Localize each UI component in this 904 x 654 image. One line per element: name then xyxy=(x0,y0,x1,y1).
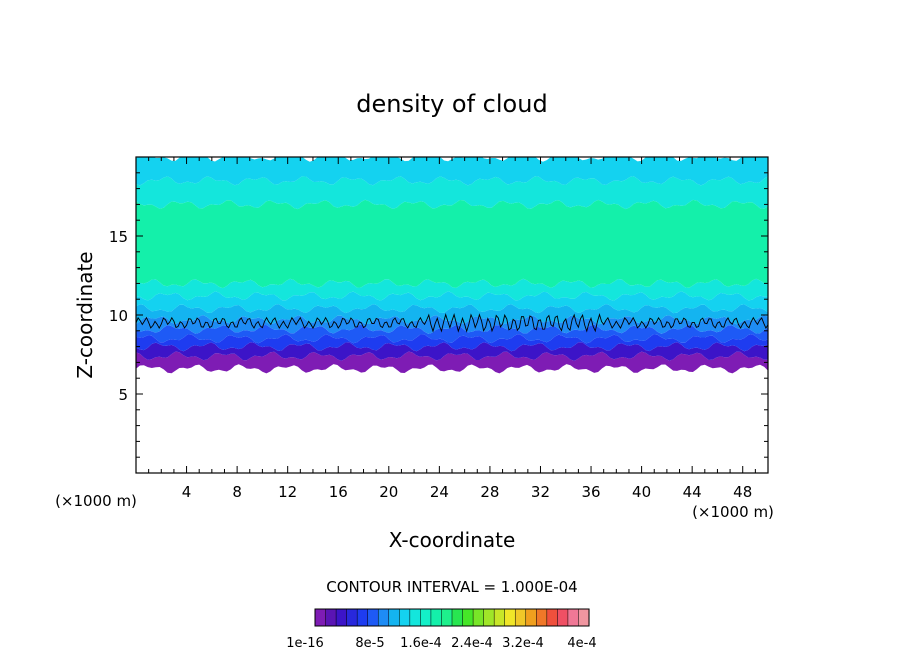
colorbar-swatch xyxy=(504,608,516,627)
x-axis: 4 8 12 16 20 24 28 32 36 40 44 48 xyxy=(148,157,756,501)
colorbar-swatch xyxy=(483,608,495,627)
colorbar-swatch xyxy=(567,608,580,627)
x-axis-title: X-coordinate xyxy=(389,528,516,552)
x-tick-label: 12 xyxy=(278,483,297,501)
colorbar-swatch xyxy=(335,608,348,627)
colorbar-label: 1.6e-4 xyxy=(400,636,442,651)
colorbar-label: 1e-16 xyxy=(286,636,324,651)
density-band xyxy=(136,157,768,186)
x-tick-label: 36 xyxy=(581,483,600,501)
colorbar-swatch xyxy=(346,608,358,627)
colorbar-swatch xyxy=(377,608,390,627)
x-tick-label: 4 xyxy=(182,483,192,501)
x-tick-label: 28 xyxy=(480,483,499,501)
colorbar-swatch xyxy=(451,608,464,627)
colorbar-swatch xyxy=(462,608,474,627)
colorbar xyxy=(314,608,590,627)
colorbar-swatch xyxy=(420,608,432,627)
colorbar-label: 8e-5 xyxy=(355,636,384,651)
y-axis-title: Z-coordinate xyxy=(73,251,97,378)
colorbar-swatch xyxy=(388,608,400,627)
density-band xyxy=(136,342,768,361)
colorbar-swatch xyxy=(578,608,590,627)
colorbar-swatch xyxy=(536,608,548,627)
density-band xyxy=(136,176,768,210)
x-tick-label: 40 xyxy=(632,483,651,501)
density-band xyxy=(136,304,768,325)
colorbar-swatch xyxy=(430,608,443,627)
density-band xyxy=(136,199,768,289)
x-axis-unit-left: (×1000 m) xyxy=(55,492,137,510)
chart-title: density of cloud xyxy=(356,90,547,118)
colorbar-swatch xyxy=(399,608,411,627)
x-tick-label: 32 xyxy=(531,483,550,501)
density-band xyxy=(136,324,768,344)
y-tick-label: 10 xyxy=(109,307,128,325)
colorbar-swatch xyxy=(546,608,558,627)
x-tick-label: 48 xyxy=(733,483,752,501)
y-tick-label: 5 xyxy=(118,386,128,404)
y-axis: 5 10 15 xyxy=(109,172,768,458)
x-tick-label: 16 xyxy=(329,483,348,501)
colorbar-swatch xyxy=(441,608,453,627)
colorbar-label: 4e-4 xyxy=(567,636,596,651)
density-band xyxy=(136,291,768,314)
y-tick-label: 15 xyxy=(109,228,128,246)
colorbar-swatch xyxy=(356,608,369,627)
colorbar-swatch xyxy=(472,608,485,627)
x-tick-label: 20 xyxy=(379,483,398,501)
contour-interval-text: CONTOUR INTERVAL = 1.000E-04 xyxy=(326,578,577,596)
colorbar-swatch xyxy=(557,608,569,627)
colorbar-swatch xyxy=(409,608,421,627)
colorbar-swatch xyxy=(493,608,506,627)
colorbar-swatch xyxy=(367,608,379,627)
colorbar-swatch xyxy=(514,608,527,627)
colorbar-label: 2.4e-4 xyxy=(451,636,493,651)
plot-area xyxy=(136,157,768,473)
x-tick-label: 44 xyxy=(683,483,702,501)
x-tick-label: 24 xyxy=(430,483,449,501)
x-tick-label: 8 xyxy=(232,483,242,501)
colorbar-swatch xyxy=(314,608,327,627)
colorbar-swatch xyxy=(525,608,537,627)
colorbar-label: 3.2e-4 xyxy=(502,636,544,651)
x-axis-unit-right: (×1000 m) xyxy=(692,503,774,521)
density-band xyxy=(136,315,768,334)
colorbar-swatch xyxy=(325,608,337,627)
density-band xyxy=(136,351,768,374)
colorbar-labels: 1e-16 8e-5 1.6e-4 2.4e-4 3.2e-4 4e-4 xyxy=(286,636,596,651)
contour-line xyxy=(136,313,768,333)
density-band xyxy=(136,278,768,301)
